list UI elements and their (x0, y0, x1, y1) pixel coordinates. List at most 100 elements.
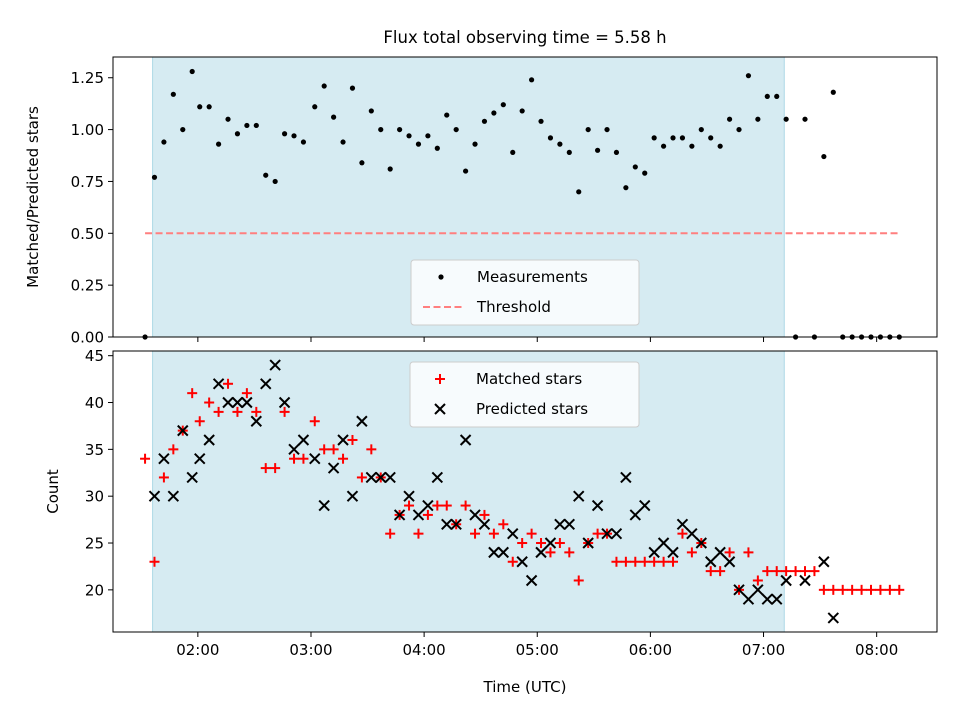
measurement-point (745, 73, 752, 79)
predicted-star-point (752, 584, 764, 596)
measurement-point (783, 116, 789, 122)
measurement-point (349, 85, 356, 91)
count-y-axis-label: Count (44, 469, 62, 514)
predicted-star-point (620, 471, 632, 484)
x-marker-b (441, 518, 453, 530)
measurement-point (821, 153, 827, 160)
count-legend-box (409, 361, 640, 428)
matched-star-point (460, 500, 471, 511)
matched-star-point (356, 472, 367, 483)
predicted-star-point (278, 396, 291, 409)
matched-star-point (385, 528, 396, 539)
predicted-star-point (250, 415, 263, 427)
predicted-star-point (601, 527, 613, 540)
ratio-y-tick-label-1-00: 1.00 (71, 121, 104, 139)
matched-star-point (347, 434, 358, 445)
x-marker-b (478, 518, 491, 530)
measurement-point (359, 160, 365, 166)
measurement-point (281, 131, 288, 137)
x-marker-b (231, 396, 244, 409)
predicted-star-point (742, 593, 755, 605)
matched-star-point (743, 547, 754, 558)
measurement-point (215, 141, 222, 147)
ratio-legend: Measurements Threshold (410, 259, 640, 326)
x-marker-b (375, 471, 387, 484)
x-marker-b (434, 403, 446, 415)
predicted-star-point (507, 527, 519, 540)
measurement-point (397, 126, 403, 133)
predicted-star-point (582, 537, 594, 549)
count-y-ticks: 20 25 30 35 40 45 (85, 347, 113, 599)
predicted-star-point (356, 415, 368, 427)
predicted-star-point (478, 518, 491, 530)
time-x-tick-label-06-00: 06:00 (629, 641, 672, 659)
measurement-point (263, 172, 269, 178)
measurement-point (234, 131, 241, 137)
measurements-legend-marker (438, 274, 444, 280)
x-marker-b (412, 509, 425, 521)
matched-star-point (319, 444, 330, 455)
x-marker-b (705, 556, 717, 568)
predicted-star-point (535, 546, 547, 559)
matched-star-point (168, 444, 179, 455)
matched-star-point (724, 547, 735, 558)
x-marker-b (686, 527, 698, 540)
x-marker-b (318, 499, 330, 512)
measurement-point (557, 141, 563, 147)
predicted-star-point (297, 434, 310, 446)
x-marker-b (297, 434, 310, 446)
matched-star-point (620, 556, 631, 567)
measurement-point (755, 116, 761, 122)
predicted-star-point (695, 537, 708, 549)
predicted-star-point (714, 546, 726, 559)
measurement-point (510, 149, 516, 156)
count-y-tick-label-25: 25 (85, 535, 104, 553)
measurement-point (585, 126, 591, 133)
matched-star-point (658, 556, 669, 567)
x-marker-b (723, 556, 736, 568)
matched-star-point (413, 528, 424, 539)
measurement-point (225, 116, 231, 122)
x-marker-b (269, 359, 281, 371)
measurement-point (321, 83, 327, 89)
measurement-point (300, 139, 307, 145)
measurements-legend-label: Measurements (477, 268, 588, 286)
matched-star-point (592, 528, 603, 539)
x-marker-b (194, 453, 206, 465)
measurement-point (491, 110, 497, 116)
measurement-point (434, 145, 440, 151)
measurement-point (538, 118, 544, 124)
measurement-point (253, 122, 259, 129)
measurement-point (272, 178, 278, 185)
matched-star-point (432, 500, 443, 511)
x-marker-b (327, 462, 340, 474)
matched-star-point (366, 444, 377, 455)
matched-star-point (554, 538, 565, 549)
predicted-star-point (441, 518, 453, 530)
predicted-star-point (431, 471, 444, 484)
count-panel-frame (112, 350, 938, 633)
predicted-star-point (554, 518, 566, 530)
predicted-star-point (365, 471, 378, 484)
matched-star-point (875, 584, 886, 595)
ratio-y-axis-label: Matched/Predicted stars (24, 106, 42, 288)
predicted-legend-x (434, 403, 446, 415)
time-x-ticks: 02:00 03:00 04:00 05:00 06:00 07:00 08:00 (176, 632, 898, 659)
measurement-point (331, 114, 337, 120)
measurement-point (415, 141, 422, 147)
ratio-y-tick-label-1-25: 1.25 (71, 69, 104, 87)
x-marker-b (346, 490, 359, 502)
matched-star-point (187, 388, 198, 399)
x-marker-b (780, 574, 792, 587)
x-marker-b (250, 415, 263, 427)
measurement-point (698, 126, 704, 133)
measurement-point (463, 168, 469, 174)
measurement-point (642, 170, 648, 176)
matched-star-point (894, 584, 905, 595)
predicted-star-point (167, 490, 180, 502)
matched-star-point (771, 566, 782, 577)
measurement-point (774, 93, 780, 100)
matched-star-point (715, 566, 726, 577)
chart-title: Flux total observing time = 5.58 h (383, 28, 666, 47)
